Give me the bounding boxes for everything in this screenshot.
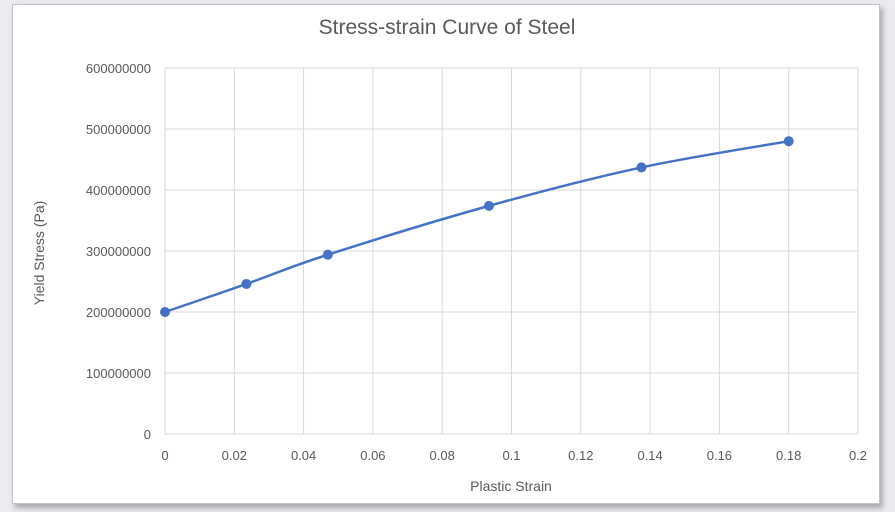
series-line bbox=[164, 139, 789, 314]
data-point bbox=[160, 307, 170, 317]
y-tick-label: 0 bbox=[144, 427, 151, 442]
series-points bbox=[160, 136, 794, 317]
data-point bbox=[241, 278, 252, 289]
x-tick-label: 0.1 bbox=[502, 448, 520, 463]
y-tick-label: 100000000 bbox=[86, 366, 151, 381]
x-tick-labels: 0 0.02 0.04 0.06 0.08 0.1 0.12 0.14 0.16 0.18 0.2 bbox=[161, 448, 867, 463]
data-point bbox=[783, 136, 794, 147]
y-tick-label: 400000000 bbox=[86, 183, 151, 198]
y-axis-label: Yield Stress (Pa) bbox=[31, 201, 47, 306]
chart-frame: Stress-strain Curve of Steel 0 0.02 0.04 0.… bbox=[12, 4, 880, 504]
grid-lines bbox=[164, 67, 859, 435]
data-point bbox=[636, 162, 647, 173]
y-tick-labels: 0 100000000 200000000 300000000 400000000 500… bbox=[86, 61, 151, 442]
y-tick-label: 300000000 bbox=[86, 244, 151, 259]
x-tick-label: 0.14 bbox=[637, 448, 662, 463]
data-point bbox=[322, 249, 333, 260]
x-tick-label: 0.12 bbox=[568, 448, 593, 463]
x-tick-label: 0.06 bbox=[360, 448, 385, 463]
x-tick-label: 0.08 bbox=[430, 448, 455, 463]
x-axis-label: Plastic Strain bbox=[470, 478, 552, 494]
chart-svg: Stress-strain Curve of Steel 0 0.02 0.04 0.… bbox=[31, 16, 867, 494]
y-tick-label: 500000000 bbox=[86, 122, 151, 137]
x-tick-label: 0.02 bbox=[222, 448, 247, 463]
x-tick-label: 0 bbox=[161, 448, 168, 463]
x-tick-label: 0.16 bbox=[707, 448, 732, 463]
x-tick-label: 0.2 bbox=[849, 448, 867, 463]
chart-title: Stress-strain Curve of Steel bbox=[319, 16, 576, 39]
data-point bbox=[483, 200, 494, 211]
y-tick-label: 600000000 bbox=[86, 61, 151, 76]
x-tick-label: 0.04 bbox=[291, 448, 316, 463]
x-tick-label: 0.18 bbox=[776, 448, 801, 463]
y-tick-label: 200000000 bbox=[86, 305, 151, 320]
